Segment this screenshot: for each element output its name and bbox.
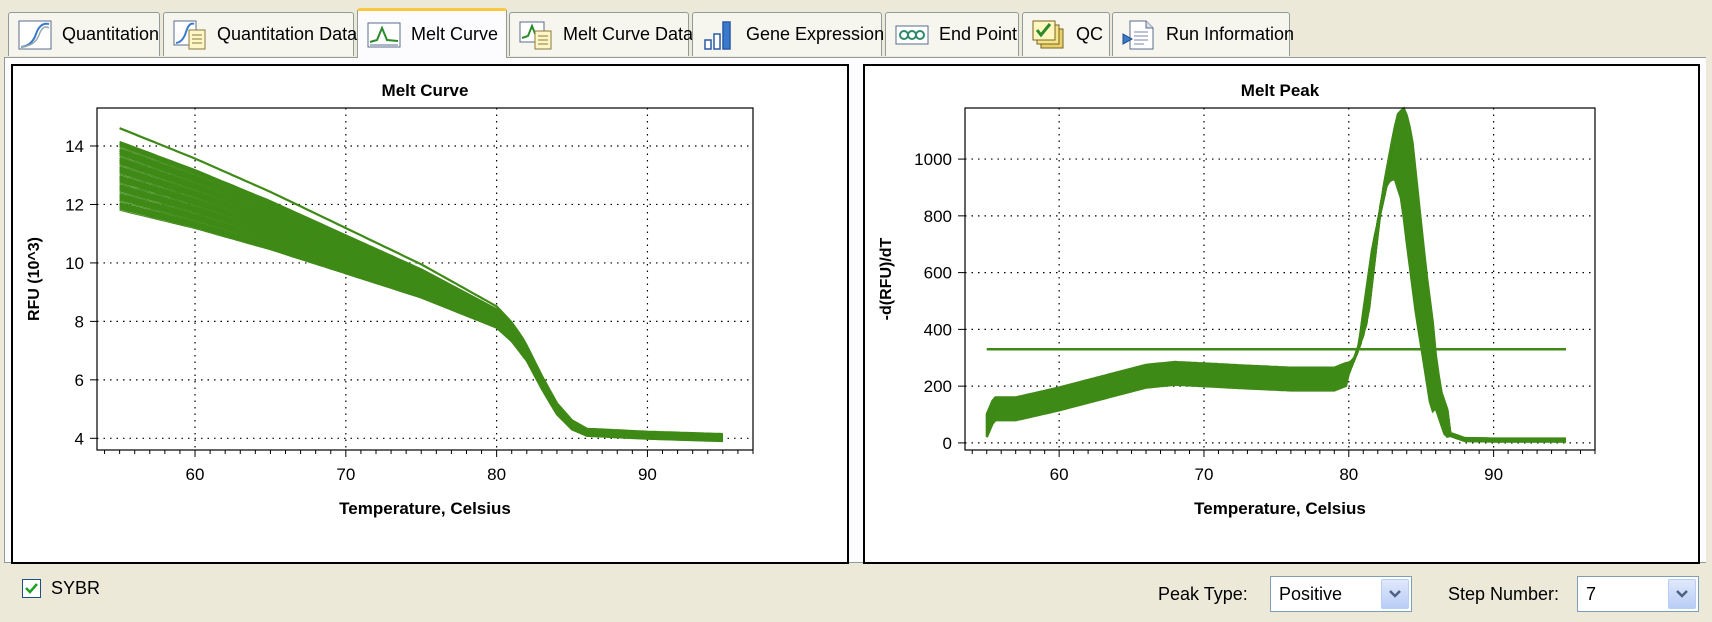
tab-label: Melt Curve Data xyxy=(563,24,694,44)
melt-peak-line xyxy=(985,138,1566,442)
melt-peak-chart[interactable]: Melt Peak 60 70 80 90 0 200 400 600 800 1000 Temper… xyxy=(865,66,1698,562)
melt-curve-chart[interactable]: Melt Curve 60 70 80 90 4 6 8 10 12 14 Temperature, … xyxy=(13,66,847,562)
x-tick-label: 70 xyxy=(1195,465,1214,484)
tab-label: Melt Curve xyxy=(411,24,499,44)
tab-label: Quantitation xyxy=(62,24,160,44)
chevron-down-icon[interactable] xyxy=(1668,579,1696,609)
melt-peak-line xyxy=(985,106,1566,440)
melt-curve-panel[interactable]: Melt Curve 60 70 80 90 4 6 8 10 12 14 Temperature, … xyxy=(11,64,849,564)
peak-type-value: Positive xyxy=(1279,583,1343,604)
tab-label: Quantitation Data xyxy=(217,24,358,44)
melt-peak-panel[interactable]: Melt Peak 60 70 80 90 0 200 400 600 800 1000 Temper… xyxy=(863,64,1700,564)
bottom-toolbar: SYBR Peak Type: Positive Step Number: 7 xyxy=(4,566,1708,620)
melt-curve-line xyxy=(119,207,723,443)
series-group xyxy=(119,127,723,443)
tab-quantitation-data[interactable]: Quantitation Data xyxy=(163,12,357,56)
y-tick-label: 10 xyxy=(65,254,84,273)
sybr-label: SYBR xyxy=(51,577,101,598)
melt-curve-line xyxy=(119,198,723,442)
x-axis-label: Temperature, Celsius xyxy=(339,499,511,518)
chart-title: Melt Peak xyxy=(1241,81,1320,100)
melt-peak-line xyxy=(985,140,1566,442)
step-number-select[interactable]: 7 xyxy=(1577,576,1699,612)
y-tick-label: 600 xyxy=(924,264,952,283)
x-tick-label: 90 xyxy=(1484,465,1503,484)
y-tick-label: 6 xyxy=(75,371,84,390)
checkmark-icon xyxy=(25,582,38,594)
tab-melt-curve-data[interactable]: Melt Curve Data xyxy=(509,12,693,56)
tab-qc[interactable]: QC xyxy=(1022,12,1110,56)
x-axis-label: Temperature, Celsius xyxy=(1194,499,1366,518)
y-tick-label: 200 xyxy=(924,377,952,396)
tab-gene-expression[interactable]: Gene Expression xyxy=(692,12,884,56)
series-group xyxy=(985,106,1567,443)
plot-frame xyxy=(964,107,1596,451)
plot-frame xyxy=(96,107,754,451)
y-tick-label: 12 xyxy=(65,195,84,214)
tab-quantitation[interactable]: Quantitation xyxy=(8,12,160,56)
melt-curve-data-icon xyxy=(519,21,552,49)
y-tick-label: 4 xyxy=(75,429,84,448)
melt-curve-line xyxy=(119,200,723,441)
x-tick-label: 80 xyxy=(1339,465,1358,484)
melt-curve-line xyxy=(119,205,723,442)
sybr-checkbox[interactable]: SYBR xyxy=(22,576,100,600)
y-axis-label: RFU (10^3) xyxy=(26,237,43,321)
tab-melt-curve[interactable]: Melt Curve xyxy=(357,8,507,58)
y-tick-label: 0 xyxy=(943,434,952,453)
x-tick-label: 60 xyxy=(1050,465,1069,484)
tab-label: QC xyxy=(1076,24,1103,44)
y-tick-label: 800 xyxy=(924,207,952,226)
melt-curve-line xyxy=(119,209,723,442)
step-number-value: 7 xyxy=(1586,583,1597,604)
y-axis-label: -d(RFU)/dT xyxy=(878,237,895,320)
tab-label: Gene Expression xyxy=(746,24,885,44)
run-info-icon xyxy=(1122,20,1154,49)
peak-type-select[interactable]: Positive xyxy=(1270,576,1412,612)
melt-curve-line xyxy=(119,127,723,436)
x-tick-label: 80 xyxy=(487,465,506,484)
melt-curve-line xyxy=(119,196,723,442)
tab-strip: Quantitation Quantitation Data Melt Curv… xyxy=(0,0,1712,58)
tab-run-information[interactable]: Run Information xyxy=(1112,12,1294,56)
chevron-down-icon[interactable] xyxy=(1381,579,1409,609)
tab-label: Run Information xyxy=(1166,24,1295,44)
melt-curve-line xyxy=(119,203,723,442)
step-number-label: Step Number: xyxy=(1448,584,1560,604)
endpoint-icon xyxy=(895,25,929,44)
qc-checklist-icon xyxy=(1032,20,1064,48)
y-tick-label: 8 xyxy=(75,312,84,331)
y-tick-label: 14 xyxy=(65,137,84,156)
y-tick-label: 400 xyxy=(924,320,952,339)
chart-title: Melt Curve xyxy=(382,81,469,100)
x-tick-label: 60 xyxy=(186,465,205,484)
window-edge xyxy=(1706,0,1712,622)
quantitation-data-icon xyxy=(173,20,206,49)
x-tick-label: 70 xyxy=(336,465,355,484)
tab-label: End Point xyxy=(939,24,1018,44)
tab-end-point[interactable]: End Point xyxy=(885,12,1019,56)
x-tick-label: 90 xyxy=(638,465,657,484)
melt-curve-line xyxy=(119,202,723,442)
peak-type-label: Peak Type: xyxy=(1158,584,1248,604)
bar-chart-icon xyxy=(704,20,731,50)
melt-curve-icon xyxy=(367,22,401,47)
y-tick-label: 1000 xyxy=(914,150,952,169)
quantitation-chart-icon xyxy=(18,20,52,49)
checkbox-box[interactable] xyxy=(22,578,41,598)
